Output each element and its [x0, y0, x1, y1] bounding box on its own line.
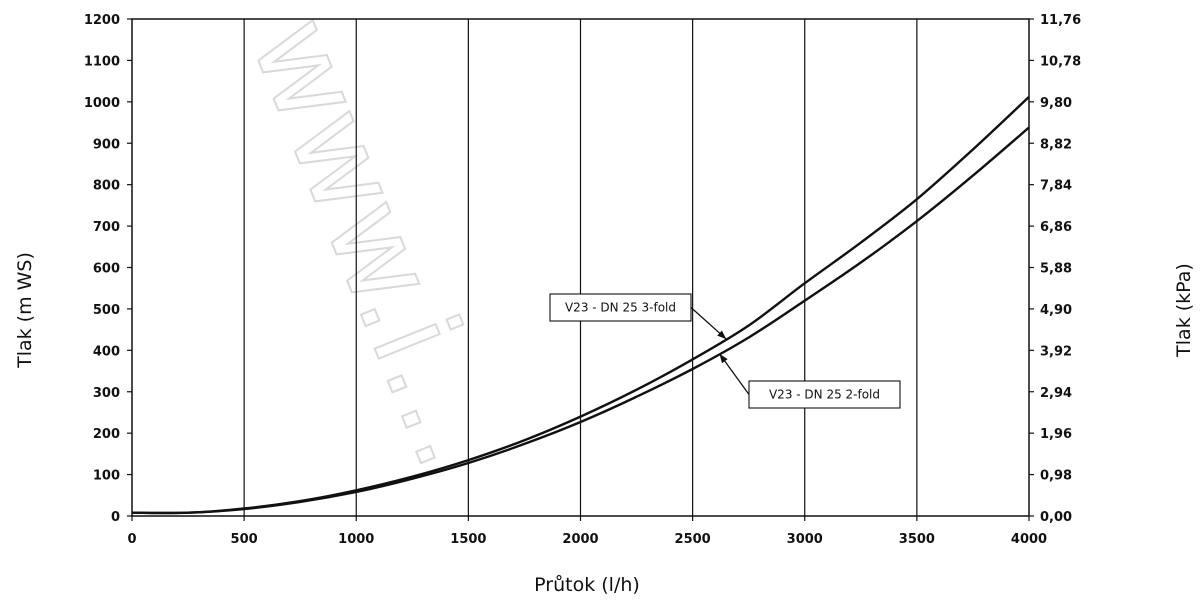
- y-right-tick-label: 6,86: [1040, 220, 1072, 235]
- series-layer: [131, 96, 1030, 515]
- annotation-arrowhead: [717, 330, 727, 340]
- y-tick-label: 600: [93, 262, 120, 277]
- x-tick-labels: 0 500 1000 1500 2000 2500 3000 3500 4000: [127, 532, 1047, 547]
- y-tick-label: 200: [93, 427, 120, 442]
- y-tick-label: 0: [111, 510, 120, 525]
- y-right-tick-label: 11,76: [1040, 13, 1081, 28]
- series-line-2: [131, 126, 1030, 515]
- annotation-arrowhead: [719, 353, 728, 364]
- x-tick-label: 500: [231, 532, 258, 547]
- y-right-tick-label: 5,88: [1040, 262, 1072, 277]
- y-right-tick-label: 2,94: [1040, 386, 1072, 401]
- y-right-tick-label: 7,84: [1040, 179, 1072, 194]
- y-right-axis-title: Tlak (kPa): [1173, 263, 1195, 358]
- y-right-tick-label: 3,92: [1040, 344, 1072, 359]
- tick-marks: [127, 18, 1034, 521]
- x-tick-label: 0: [127, 532, 136, 547]
- y-right-tick-label: 0,98: [1040, 469, 1072, 484]
- x-tick-label: 1500: [450, 532, 486, 547]
- annotation-label: V23 - DN 25 2-fold: [769, 388, 880, 402]
- y-right-tick-label: 0,00: [1040, 510, 1072, 525]
- y-tick-label: 700: [93, 220, 120, 235]
- y-tick-labels: 0 100 200 300 400 500 600 700 800 900 1000 1100 1200: [84, 13, 120, 525]
- y-tick-label: 300: [93, 386, 120, 401]
- x-tick-label: 2000: [562, 532, 598, 547]
- y-tick-label: 1200: [84, 13, 120, 28]
- grid-lines: [243, 19, 918, 516]
- x-tick-label: 3500: [899, 532, 935, 547]
- y-right-tick-label: 4,90: [1040, 303, 1072, 318]
- y-axis-title: Tlak (m WS): [14, 252, 36, 369]
- annotations: V23 - DN 25 3-fold V23 - DN 25 2-fold: [549, 293, 901, 409]
- x-axis-title: Průtok (l/h): [534, 574, 640, 596]
- annotation-1: V23 - DN 25 3-fold: [549, 293, 727, 340]
- y-tick-label: 800: [93, 179, 120, 194]
- y-tick-label: 1100: [84, 54, 120, 69]
- x-tick-label: 1000: [338, 532, 374, 547]
- watermark: www.i...: [223, 0, 528, 486]
- annotation-2: V23 - DN 25 2-fold: [719, 353, 901, 409]
- y-tick-label: 1000: [84, 96, 120, 111]
- x-tick-label: 2500: [675, 532, 711, 547]
- y-right-tick-labels: 0,00 0,98 1,96 2,94 3,92 4,90 5,88 6,86 7,84 8,82…: [1040, 13, 1081, 525]
- y-right-tick-label: 9,80: [1040, 96, 1072, 111]
- annotation-label: V23 - DN 25 3-fold: [565, 301, 676, 315]
- y-tick-label: 500: [93, 303, 120, 318]
- y-tick-label: 100: [93, 469, 120, 484]
- x-tick-label: 3000: [787, 532, 823, 547]
- y-tick-label: 400: [93, 344, 120, 359]
- y-tick-label: 900: [93, 137, 120, 152]
- x-tick-label: 4000: [1011, 532, 1047, 547]
- y-right-tick-label: 1,96: [1040, 427, 1072, 442]
- y-right-tick-label: 10,78: [1040, 54, 1081, 69]
- annotation-box: [549, 293, 692, 322]
- y-right-tick-label: 8,82: [1040, 137, 1072, 152]
- annotation-box: [748, 380, 901, 409]
